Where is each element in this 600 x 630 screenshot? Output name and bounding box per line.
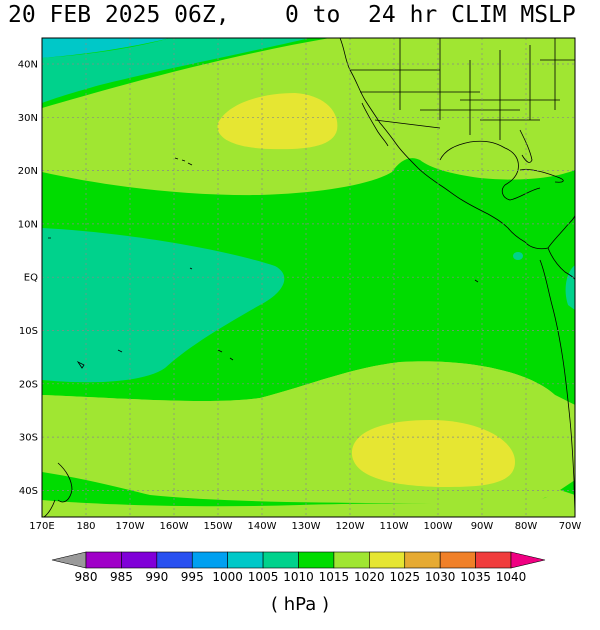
lon-label: 170W	[116, 521, 145, 532]
colorbar-labels: 980 985 990 995 1000 1005 1010 1015 1020 1025 1030…	[75, 570, 527, 584]
colorbar-swatch	[298, 551, 335, 569]
colorbar-label: 1030	[425, 570, 456, 584]
lon-label: 90W	[471, 521, 494, 532]
lon-label: 150W	[204, 521, 233, 532]
colorbar-label: 1025	[389, 570, 420, 584]
lon-label: 70W	[559, 521, 582, 532]
colorbar-swatch	[227, 551, 264, 569]
colorbar-label: 990	[145, 570, 168, 584]
lat-label: EQ	[24, 273, 38, 284]
colorbar-swatch	[404, 551, 441, 569]
lat-label: 40N	[18, 60, 38, 71]
colorbar-swatch	[333, 551, 370, 569]
field-1010-north	[42, 38, 170, 58]
colorbar-swatch	[369, 551, 406, 569]
colorbar-swatch	[191, 551, 228, 569]
colorbar-swatch	[262, 551, 299, 569]
plot-frame	[41, 37, 576, 518]
coastlines	[43, 38, 575, 517]
longitude-labels: 170E 180 170W 160W 150W 140W 130W 120W 110W 100W 9…	[29, 521, 581, 532]
pressure-field	[42, 38, 575, 517]
lat-label: 40S	[19, 486, 38, 497]
lat-label: 30N	[18, 113, 38, 124]
field-1010-east-edge	[565, 265, 575, 310]
colorbar-label: 1020	[354, 570, 385, 584]
colorbar-swatch	[85, 551, 122, 569]
colorbar-label: 1010	[283, 570, 314, 584]
field-1010-spot	[513, 252, 523, 260]
colorbar-swatch	[510, 551, 546, 569]
colorbar-swatch	[121, 551, 158, 569]
lat-label: 20N	[18, 166, 38, 177]
gridlines	[42, 38, 575, 517]
lon-label: 80W	[515, 521, 538, 532]
colorbar-label: 1000	[212, 570, 243, 584]
units-label: ( hPa )	[271, 594, 329, 615]
colorbar-swatch	[439, 551, 476, 569]
field-1010-equatorial	[42, 228, 285, 383]
colorbar-swatch	[475, 551, 512, 569]
colorbar-label: 995	[181, 570, 204, 584]
lon-label: 110W	[380, 521, 409, 532]
colorbar-label: 1035	[460, 570, 491, 584]
colorbar-label: 1015	[319, 570, 350, 584]
lat-label: 20S	[19, 379, 38, 390]
latitude-labels: 40N 30N 20N 10N EQ 10S 20S 30S 40S	[18, 60, 38, 497]
lon-label: 160W	[160, 521, 189, 532]
lon-label: 100W	[424, 521, 453, 532]
colorbar-label: 1040	[496, 570, 527, 584]
lat-label: 10S	[19, 326, 38, 337]
lon-label: 180	[76, 521, 95, 532]
lat-label: 30S	[19, 433, 38, 444]
lon-label: 120W	[336, 521, 365, 532]
colorbar-swatch	[156, 551, 193, 569]
lon-label: 130W	[292, 521, 321, 532]
colorbar-label: 980	[75, 570, 98, 584]
lat-label: 10N	[18, 219, 38, 230]
lon-label: 140W	[248, 521, 277, 532]
field-1025-north	[217, 93, 338, 150]
colorbar	[51, 551, 546, 569]
map-title: 20 FEB 2025 06Z, 0 to 24 hr CLIM MSLP	[8, 2, 576, 28]
colorbar-label: 1005	[248, 570, 279, 584]
field-1015-north	[42, 38, 310, 103]
colorbar-swatch	[51, 551, 87, 569]
colorbar-label: 985	[110, 570, 133, 584]
field-1020-south-lower	[42, 490, 575, 517]
lon-label: 170E	[29, 521, 54, 532]
